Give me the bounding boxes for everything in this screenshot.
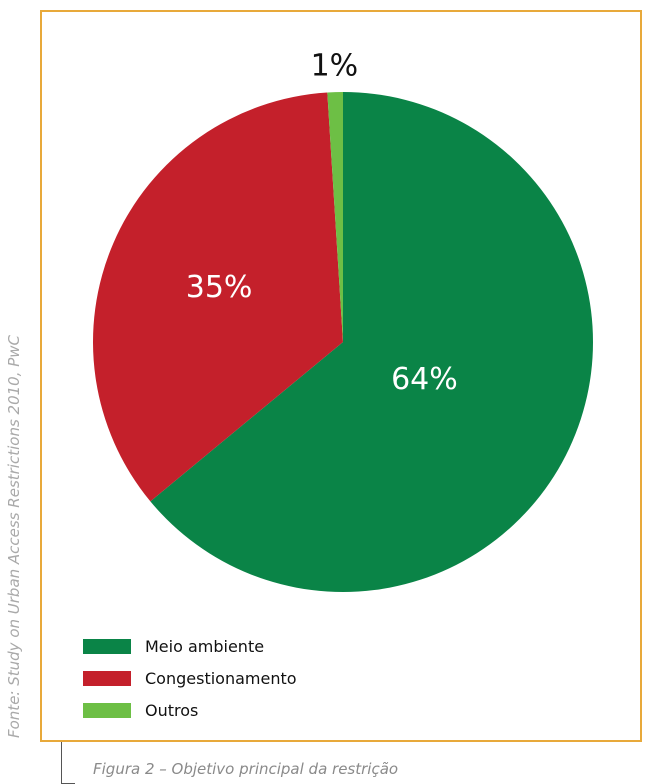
legend-item: Meio ambiente (83, 630, 297, 662)
slice-label-meio-ambiente: 64% (391, 362, 458, 397)
legend-item: Outros (83, 694, 297, 726)
pie-chart: 64% 35% 1% (92, 49, 593, 592)
legend-label: Outros (145, 700, 199, 720)
legend-swatch (83, 638, 131, 654)
pie-slice-congestionamento (92, 92, 343, 502)
figure-caption: Figura 2 – Objetivo principal da restriç… (93, 760, 399, 778)
slice-label-congestionamento: 35% (186, 270, 253, 305)
legend-item: Congestionamento (83, 662, 297, 694)
legend-swatch (83, 702, 131, 718)
slice-label-outros: 1% (311, 49, 359, 84)
caption-bracket (61, 742, 75, 784)
legend-swatch (83, 670, 131, 686)
pie-slice-outros (327, 92, 343, 342)
pie-slice-meio-ambiente (150, 92, 593, 592)
legend-label: Meio ambiente (145, 636, 265, 656)
legend: Meio ambiente Congestionamento Outros (83, 630, 297, 726)
legend-label: Congestionamento (145, 668, 297, 688)
